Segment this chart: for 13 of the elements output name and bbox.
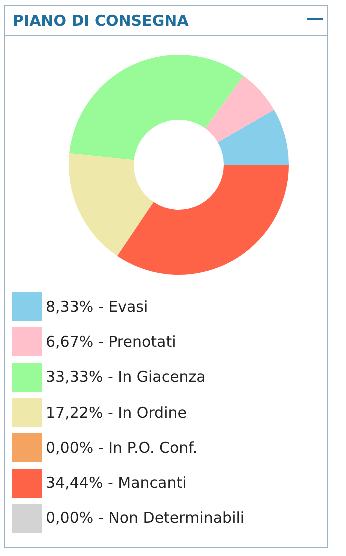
legend-label: 34,44% - Mancanti <box>46 474 187 492</box>
donut-slice <box>218 110 289 165</box>
legend-label: 33,33% - In Giacenza <box>46 368 206 386</box>
legend-label: 6,67% - Prenotati <box>46 332 176 351</box>
donut-slice <box>69 154 154 256</box>
donut-slice <box>117 165 289 275</box>
legend-label: 17,22% - In Ordine <box>46 404 187 422</box>
donut-slice <box>205 76 274 143</box>
chart-title: PIANO DI CONSEGNA <box>13 12 189 30</box>
legend-label: 8,33% - Evasi <box>46 298 148 316</box>
legend-label: 0,00% - Non Determinabili <box>46 509 245 528</box>
legend-label: 0,00% - In P.O. Conf. <box>46 438 198 457</box>
donut-slice <box>70 55 244 160</box>
